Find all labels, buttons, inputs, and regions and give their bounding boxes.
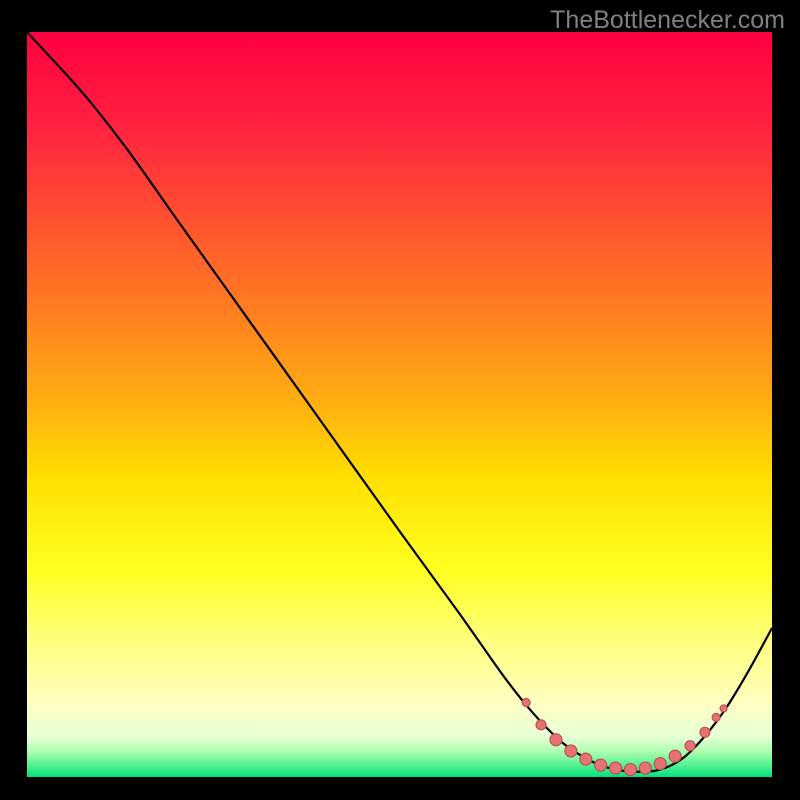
data-marker	[565, 745, 577, 757]
data-marker	[595, 759, 607, 771]
data-marker	[536, 720, 546, 730]
data-marker	[550, 734, 562, 746]
data-marker	[610, 762, 622, 774]
data-marker	[720, 705, 727, 712]
data-marker	[654, 758, 666, 770]
curve-layer	[27, 32, 772, 777]
data-marker	[624, 764, 636, 776]
data-marker	[669, 750, 681, 762]
watermark-text: TheBottlenecker.com	[550, 6, 785, 35]
data-marker	[522, 699, 530, 707]
bottleneck-curve	[27, 32, 772, 772]
data-marker	[712, 713, 720, 721]
data-marker	[700, 727, 710, 737]
chart-area	[27, 32, 772, 777]
data-marker	[580, 753, 592, 765]
data-marker	[685, 741, 695, 751]
data-marker	[639, 762, 651, 774]
